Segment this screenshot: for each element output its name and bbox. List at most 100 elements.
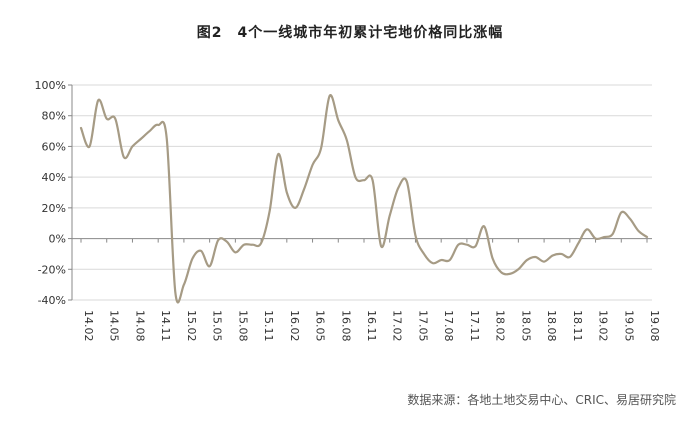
x-tick-label: 16.02: [288, 310, 301, 342]
x-tick-label: 19.02: [597, 310, 610, 342]
data-point: [269, 210, 271, 212]
x-tick-label: 18.11: [571, 310, 584, 342]
x-tick-label: 15.08: [236, 310, 249, 342]
data-point: [123, 156, 125, 158]
data-point: [140, 138, 142, 140]
data-point: [475, 245, 477, 247]
data-point: [552, 255, 554, 257]
x-tick-label: 17.11: [468, 310, 481, 342]
data-point: [252, 244, 254, 246]
data-point: [166, 138, 168, 140]
data-point: [235, 252, 237, 254]
data-point: [243, 244, 245, 246]
data-point: [466, 244, 468, 246]
data-point: [646, 236, 648, 238]
x-tick-label: 17.05: [416, 310, 429, 342]
data-point: [415, 235, 417, 237]
y-tick-label: -40%: [38, 294, 66, 307]
data-point: [638, 230, 640, 232]
data-point: [398, 187, 400, 189]
x-tick-label: 18.05: [519, 310, 532, 342]
data-point: [612, 233, 614, 235]
data-point: [509, 273, 511, 275]
x-tick-label: 16.05: [314, 310, 327, 342]
data-point: [337, 120, 339, 122]
data-point: [363, 179, 365, 181]
x-tick-label: 14.05: [108, 310, 121, 342]
series: [79, 94, 649, 304]
x-tick-label: 18.02: [494, 310, 507, 342]
data-point: [320, 147, 322, 149]
data-point: [106, 118, 108, 120]
data-point: [97, 100, 99, 102]
x-tick-label: 17.02: [391, 310, 404, 342]
data-point: [115, 118, 117, 120]
data-point: [372, 179, 374, 181]
chart-title: 图2 4个一线城市年初累计宅地价格同比涨幅: [196, 25, 504, 41]
x-tick-label: 15.02: [185, 310, 198, 342]
y-tick-labels: 100% 80% 60% 40% 20% 0% -20% -40%: [35, 79, 66, 307]
axes: [68, 84, 652, 301]
data-point: [483, 225, 485, 227]
data-point: [312, 164, 314, 166]
data-point: [535, 256, 537, 258]
data-point: [449, 259, 451, 261]
data-point: [286, 192, 288, 194]
data-point: [569, 256, 571, 258]
data-point: [346, 139, 348, 141]
data-point: [132, 146, 134, 148]
data-point: [500, 272, 502, 274]
data-point: [89, 146, 91, 148]
data-point: [406, 181, 408, 183]
y-tick-label: 60%: [42, 140, 66, 153]
data-point: [458, 244, 460, 246]
x-tick-label: 16.11: [365, 310, 378, 342]
data-point: [560, 253, 562, 255]
data-point: [603, 236, 605, 238]
data-point: [389, 215, 391, 217]
data-point: [157, 124, 159, 126]
data-point: [518, 268, 520, 270]
data-point: [175, 292, 177, 294]
data-point: [303, 189, 305, 191]
data-point: [595, 238, 597, 240]
x-tick-label: 15.05: [211, 310, 224, 342]
x-tick-label: 14.02: [82, 310, 95, 342]
y-tick-label: 20%: [42, 202, 66, 215]
data-point: [543, 261, 545, 263]
data-point: [440, 259, 442, 261]
data-point: [526, 259, 528, 261]
x-tick-label: 14.08: [133, 310, 146, 342]
y-tick-label: 100%: [35, 79, 66, 92]
data-point: [329, 95, 331, 97]
y-tick-label: 0%: [49, 233, 66, 246]
data-point: [295, 207, 297, 209]
data-point: [355, 176, 357, 178]
data-point: [209, 265, 211, 267]
grid-lines: [72, 84, 652, 301]
data-point: [586, 229, 588, 231]
data-point: [260, 242, 262, 244]
data-point: [432, 262, 434, 264]
data-point: [217, 239, 219, 241]
data-point: [200, 250, 202, 252]
data-point: [423, 253, 425, 255]
data-point: [192, 258, 194, 260]
series-line: [79, 94, 649, 304]
data-point: [226, 241, 228, 243]
source-note: 数据来源：各地土地交易中心、CRIC、易居研究院: [407, 393, 676, 407]
x-tick-label: 19.08: [648, 310, 661, 342]
data-point: [629, 218, 631, 220]
data-point: [183, 284, 185, 286]
x-tick-label: 17.08: [442, 310, 455, 342]
data-point: [380, 245, 382, 247]
data-point: [277, 153, 279, 155]
x-tick-label: 16.08: [339, 310, 352, 342]
y-tick-label: -20%: [38, 263, 66, 276]
x-tick-label: 15.11: [262, 310, 275, 342]
data-point: [492, 258, 494, 260]
x-tick-label: 18.08: [545, 310, 558, 342]
x-tick-label: 19.05: [622, 310, 635, 342]
y-tick-label: 40%: [42, 171, 66, 184]
